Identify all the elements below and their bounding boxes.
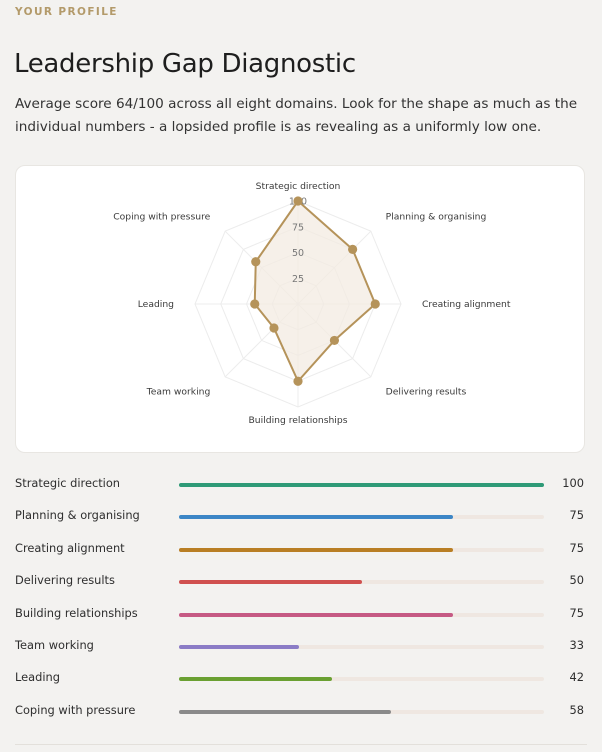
eyebrow-label: YOUR PROFILE xyxy=(15,6,118,18)
radar-tick-label: 75 xyxy=(292,222,304,233)
score-row: Strategic direction 100 xyxy=(0,468,602,500)
score-bar-fill xyxy=(179,645,300,649)
radar-axis-label: Building relationships xyxy=(249,415,348,426)
radar-tick-label: 50 xyxy=(292,248,304,259)
radar-axis-label: Team working xyxy=(146,387,211,398)
score-row: Planning & organising 75 xyxy=(0,500,602,532)
radar-axis-label: Creating alignment xyxy=(422,299,511,310)
radar-point xyxy=(348,244,358,254)
score-bar-fill xyxy=(179,483,544,487)
score-value: 100 xyxy=(562,476,584,490)
score-bar-track xyxy=(179,580,544,585)
score-row: Coping with pressure 58 xyxy=(0,695,602,727)
score-bar-fill xyxy=(179,547,453,552)
page-subtitle: Average score 64/100 across all eight do… xyxy=(15,96,578,135)
radar-point xyxy=(293,376,303,386)
score-value: 75 xyxy=(569,508,585,523)
score-label: Creating alignment xyxy=(15,540,125,555)
radar-point xyxy=(250,299,260,309)
radar-point xyxy=(293,196,303,206)
radar-axis-label: Delivering results xyxy=(386,387,467,398)
score-value: 75 xyxy=(569,540,585,555)
radar-axis-label: Planning & organising xyxy=(386,211,487,222)
radar-axis-label: Strategic direction xyxy=(256,181,341,192)
score-label: Team working xyxy=(15,638,94,652)
radar-tick-label: 25 xyxy=(292,274,304,285)
score-label: Strategic direction xyxy=(15,476,121,490)
score-value: 33 xyxy=(569,638,585,652)
divider xyxy=(15,744,587,745)
score-bar-fill xyxy=(179,677,333,682)
score-bar-track xyxy=(179,483,544,487)
radar-axis-label: Coping with pressure xyxy=(113,211,210,222)
score-row: Delivering results 50 xyxy=(0,565,602,597)
score-bar-track xyxy=(179,515,544,520)
score-value: 75 xyxy=(569,605,585,620)
radar-axis-label: Leading xyxy=(138,299,174,310)
score-row: Building relationships 75 xyxy=(0,598,602,630)
score-label: Building relationships xyxy=(15,605,138,620)
score-value: 50 xyxy=(569,573,585,588)
score-bar-track xyxy=(179,645,544,649)
score-value: 42 xyxy=(569,670,585,685)
score-label: Coping with pressure xyxy=(15,702,136,717)
score-label: Leading xyxy=(15,670,60,685)
score-bar-track xyxy=(179,612,544,617)
score-label: Delivering results xyxy=(15,573,115,588)
score-row: Leading 42 xyxy=(0,662,602,694)
score-bar-fill xyxy=(179,580,362,585)
score-bar-track xyxy=(179,677,544,682)
radar-series-area xyxy=(253,200,377,383)
score-bar-fill xyxy=(179,515,453,520)
score-bar-track xyxy=(179,547,544,552)
radar-point xyxy=(269,323,279,333)
score-label: Planning & organising xyxy=(15,508,140,523)
score-row: Team working 33 xyxy=(0,630,602,662)
radar-point xyxy=(329,335,340,346)
score-bar-fill xyxy=(179,709,391,714)
score-bar-track xyxy=(179,709,544,714)
radar-point xyxy=(251,257,261,267)
radar-point xyxy=(370,299,380,309)
score-value: 58 xyxy=(569,702,585,717)
score-bar-fill xyxy=(179,612,453,617)
score-row: Creating alignment 75 xyxy=(0,533,602,565)
page-title: Leadership Gap Diagnostic xyxy=(14,49,356,79)
